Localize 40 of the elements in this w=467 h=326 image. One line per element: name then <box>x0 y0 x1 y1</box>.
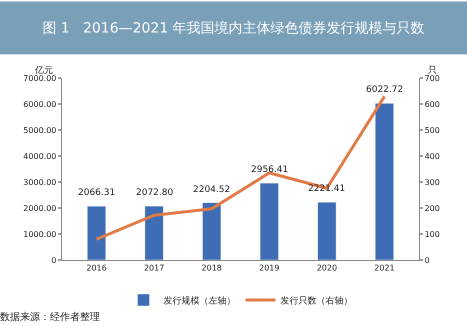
source-note: 数据来源：经作者整理 <box>0 311 100 323</box>
data-label: 2956.41 <box>251 165 288 175</box>
x-tick-label: 2020 <box>316 264 338 273</box>
x-tick-label: 2019 <box>259 264 280 273</box>
chart-title: 图 1 2016—2021 年我国境内主体绿色债券发行规模与只数 <box>42 20 425 37</box>
y2-tick-label: 300 <box>424 178 440 187</box>
bar <box>87 206 106 260</box>
bar <box>144 206 164 260</box>
y2-tick-label: 600 <box>424 100 440 109</box>
y2-tick-label: 500 <box>424 126 440 135</box>
x-tick-label: 2018 <box>202 264 222 273</box>
y-tick-label: 2000.00 <box>23 204 56 213</box>
y-tick-label: 3000.00 <box>23 178 56 187</box>
data-label: 6022.72 <box>366 85 404 95</box>
y-tick-label: 4000.00 <box>23 152 56 161</box>
y2-tick-label: 400 <box>424 152 440 161</box>
x-tick-label: 2021 <box>374 264 395 273</box>
legend-label: 发行规模（左轴） <box>164 295 236 306</box>
bar <box>317 202 336 260</box>
bar <box>260 182 279 260</box>
x-tick-label: 2016 <box>86 264 107 273</box>
legend-label: 发行只数（右轴） <box>280 295 352 306</box>
data-label: 2221.41 <box>308 184 346 194</box>
y2-tick-label: 200 <box>424 204 440 213</box>
y-tick-label: 7000.00 <box>23 74 56 83</box>
y-tick-label: 6000.00 <box>23 100 56 109</box>
bar <box>202 202 222 260</box>
y-tick-label: 0 <box>51 256 56 265</box>
y2-tick-label: 0 <box>424 256 430 265</box>
y2-axis-title: 只 <box>428 65 437 76</box>
y-tick-label: 5000.00 <box>23 126 56 135</box>
y2-tick-label: 700 <box>424 74 440 83</box>
bar <box>374 103 394 260</box>
x-tick-label: 2017 <box>144 264 164 273</box>
y2-tick-label: 100 <box>424 230 440 239</box>
data-label: 2066.31 <box>78 188 116 198</box>
data-label: 2204.52 <box>193 185 230 195</box>
y-axis-title: 亿元 <box>34 65 53 76</box>
y-tick-label: 1000.00 <box>23 230 56 239</box>
data-label: 2072.80 <box>136 188 174 198</box>
